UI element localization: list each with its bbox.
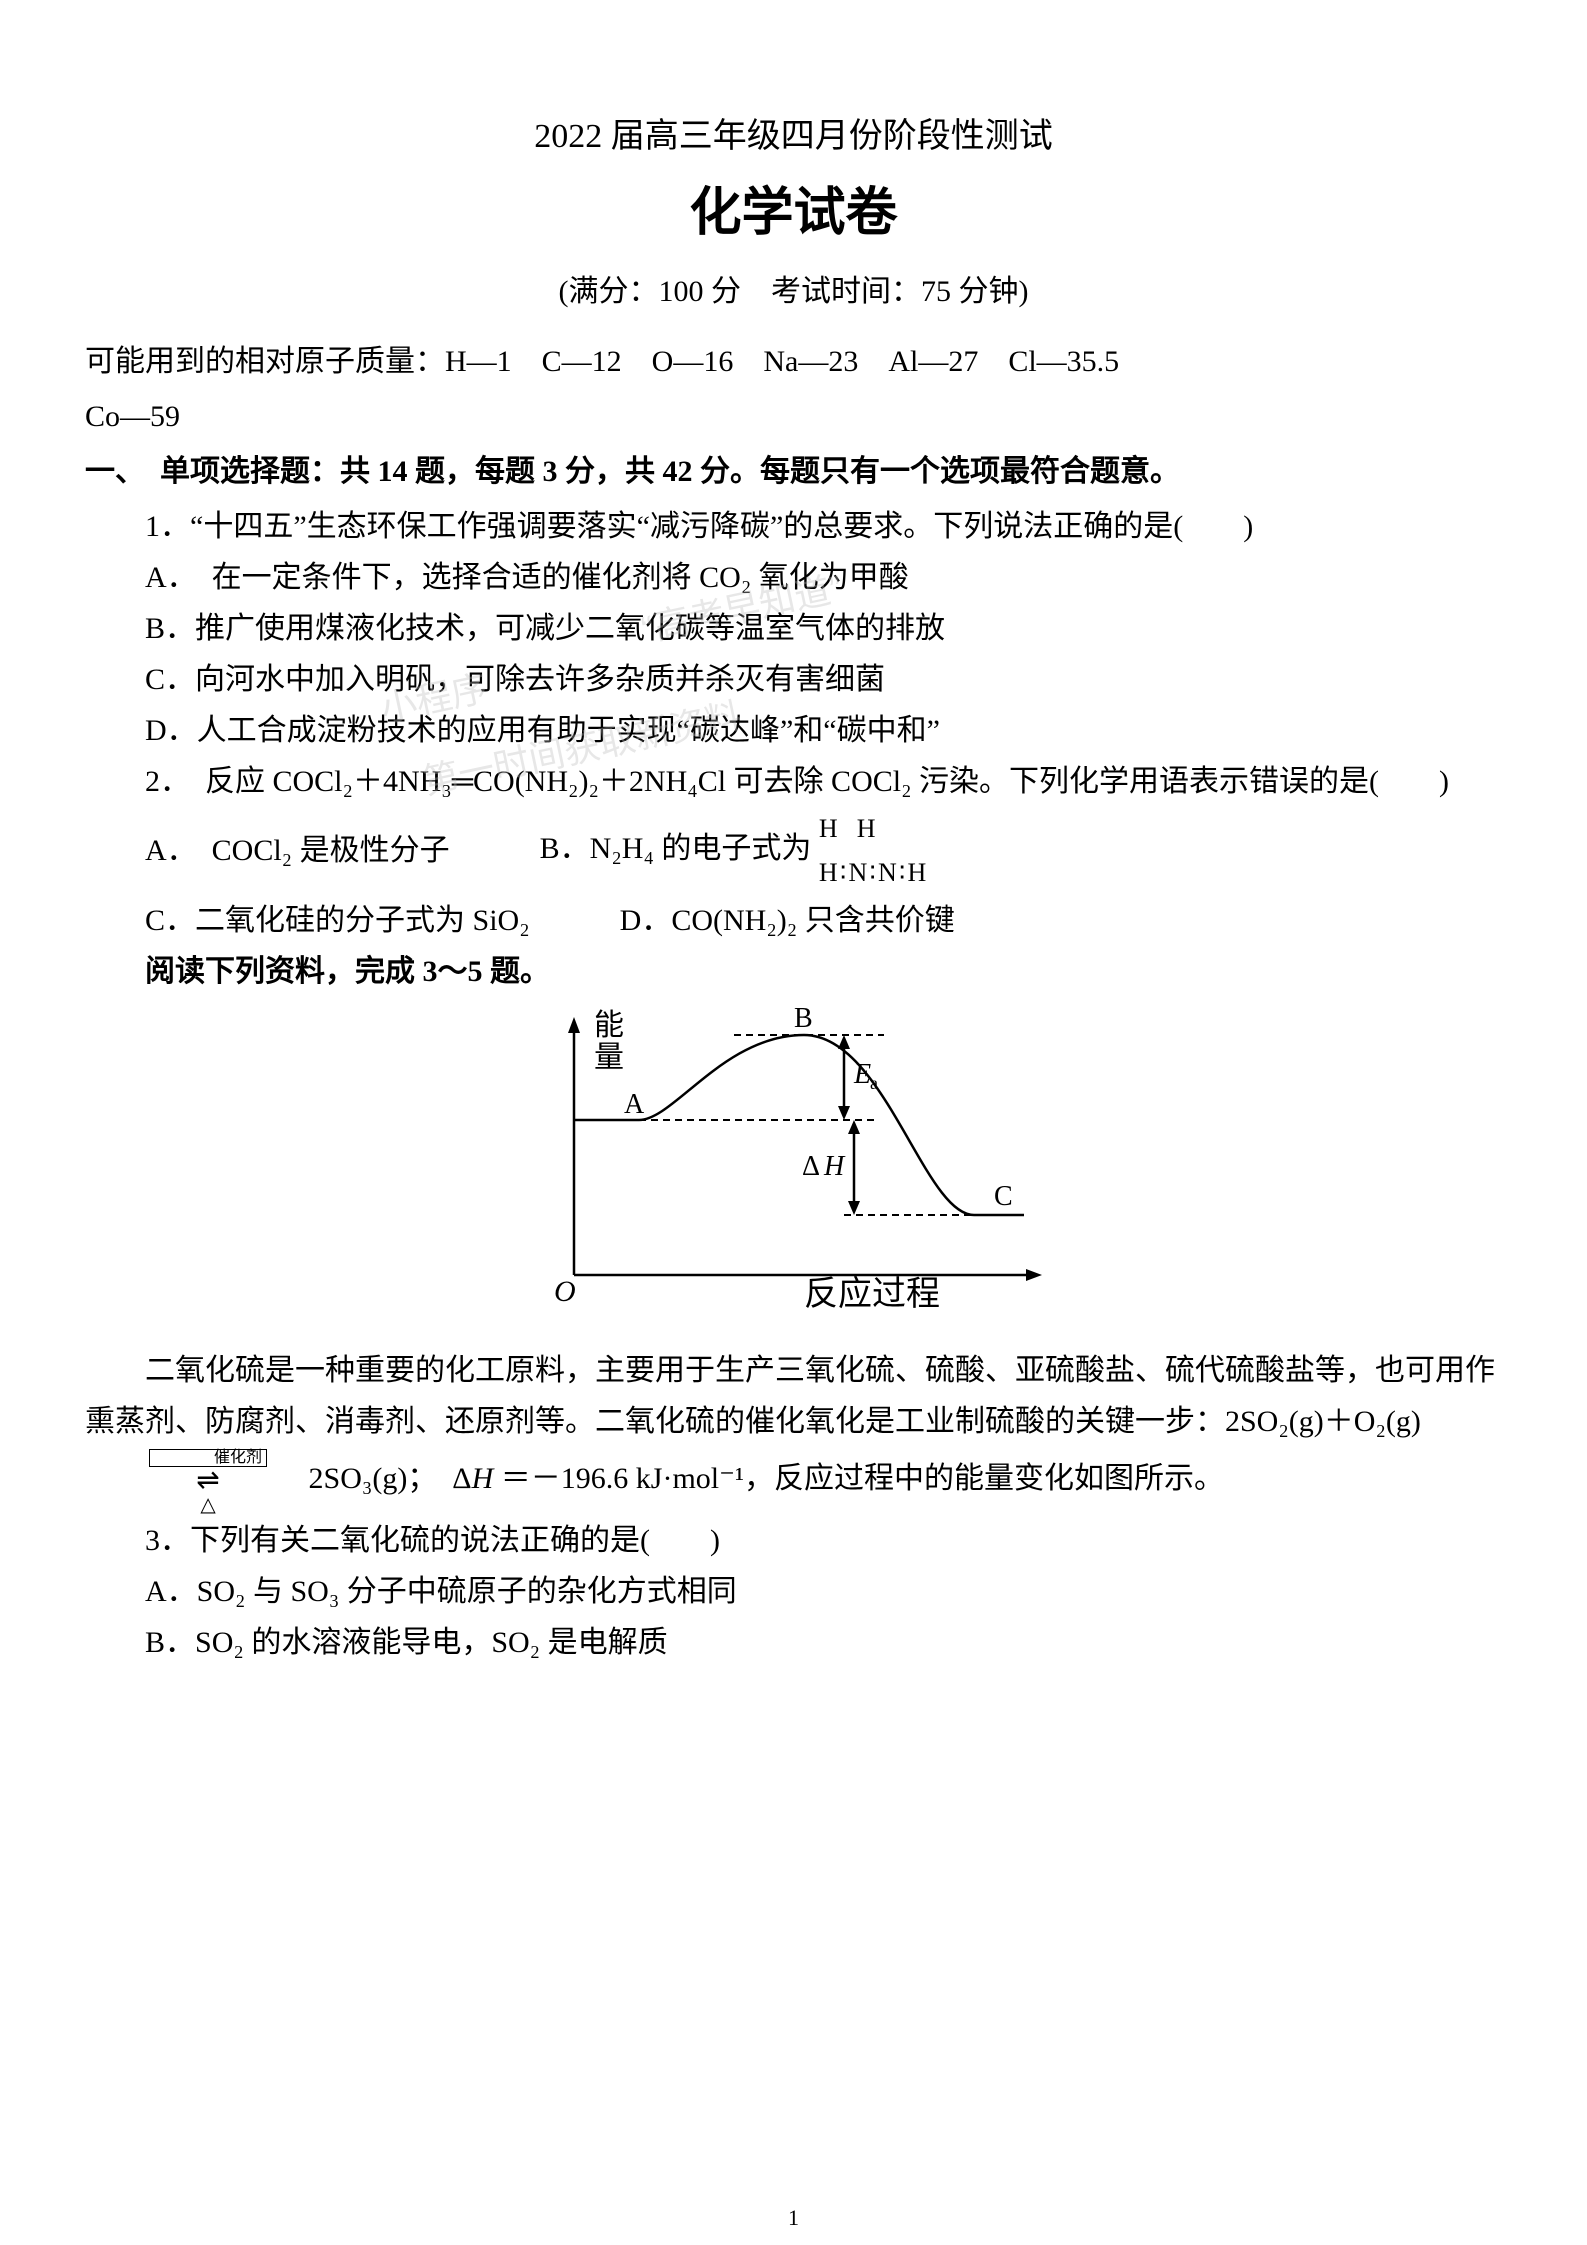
- q2-stem: 2． 反应 COCl₂＋4NH₃═CO(NH₂)₂＋2NH₄Cl 可去除 COC…: [85, 756, 1502, 807]
- q1-option-c: C．向河水中加入明矾，可除去许多杂质并杀灭有害细菌: [85, 654, 1502, 705]
- q2-row-cd: C．二氧化硅的分子式为 SiO₂ D．CO(NH₂)₂ 只含共价键: [85, 895, 1502, 946]
- energy-curve: [574, 1035, 1024, 1215]
- arrow-heat: △: [89, 1495, 267, 1515]
- reaction-arrow: 催化剂 ⇌ △: [89, 1447, 267, 1515]
- passage-p1: 二氧化硫是一种重要的化工原料，主要用于生产三氧化硫、硫酸、亚硫酸盐、硫代硫酸盐等…: [85, 1354, 1495, 1438]
- q1-option-d: D．人工合成淀粉技术的应用有助于实现“碳达峰”和“碳中和”: [85, 705, 1502, 756]
- arrow-symbol: ⇌: [89, 1467, 267, 1495]
- page-number: 1: [788, 2200, 799, 2235]
- section-1-heading: 一、 单项选择题：共 14 题，每题 3 分，共 42 分。每题只有一个选项最符…: [85, 446, 1502, 497]
- y-axis-label-2: 量: [594, 1041, 624, 1074]
- q2-option-c: C．二氧化硅的分子式为 SiO₂: [145, 895, 530, 946]
- atomic-mass-line2: Co—59: [85, 391, 1502, 442]
- exam-subtitle: (满分：100 分 考试时间：75 分钟): [85, 268, 1502, 316]
- q1-option-b: B．推广使用煤液化技术，可减少二氧化碳等温室气体的排放: [85, 603, 1502, 654]
- point-b: B: [794, 1005, 813, 1034]
- q2-option-b-text: B．N₂H₄ 的电子式为: [540, 832, 812, 865]
- passage-text: 二氧化硫是一种重要的化工原料，主要用于生产三氧化硫、硫酸、亚硫酸盐、硫代硫酸盐等…: [85, 1345, 1502, 1515]
- ea-label: E: [853, 1059, 871, 1090]
- dh-label-h: H: [823, 1151, 846, 1182]
- atomic-mass-items: H—1 C—12 O—16 Na—23 Al—27 Cl—35.5: [445, 345, 1119, 378]
- ea-sub: a: [870, 1073, 878, 1093]
- q1-option-a: A． 在一定条件下，选择合适的催化剂将 CO₂ 氧化为甲酸: [85, 552, 1502, 603]
- passage-tail: 2SO₃(g)； Δ: [279, 1462, 472, 1495]
- reading-prompt: 阅读下列资料，完成 3～5 题。: [85, 946, 1502, 997]
- x-axis-label: 反应过程: [804, 1275, 940, 1313]
- exam-title: 化学试卷: [85, 172, 1502, 255]
- point-a: A: [624, 1089, 645, 1120]
- q2-option-d: D．CO(NH₂)₂ 只含共价键: [620, 895, 955, 946]
- energy-chart-container: 能 量 O 反应过程 E a Δ H A B C: [85, 1005, 1502, 1325]
- q1-stem: 1．“十四五”生态环保工作强调要落实“减污降碳”的总要求。下列说法正确的是( ): [85, 501, 1502, 552]
- energy-diagram: 能 量 O 反应过程 E a Δ H A B C: [524, 1005, 1064, 1325]
- q2-option-a: A． COCl₂ 是极性分子: [145, 825, 450, 876]
- q3-option-b: B．SO₂ 的水溶液能导电，SO₂ 是电解质: [85, 1617, 1502, 1668]
- lewis-structure: H HH∶N∶N∶H: [819, 807, 928, 895]
- passage-tail3: ＝－196.6 kJ·mol⁻¹，反应过程中的能量变化如图所示。: [493, 1462, 1224, 1495]
- dh-label: Δ: [802, 1151, 820, 1182]
- point-c: C: [994, 1181, 1013, 1212]
- passage-tail-h: H: [472, 1462, 494, 1495]
- atomic-mass-label: 可能用到的相对原子质量：: [85, 345, 445, 378]
- q3-stem: 3．下列有关二氧化硫的说法正确的是( ): [85, 1515, 1502, 1566]
- origin-label: O: [554, 1275, 576, 1308]
- q2-row-ab: A． COCl₂ 是极性分子 B．N₂H₄ 的电子式为 H HH∶N∶N∶H: [85, 807, 1502, 895]
- atomic-mass-line: 可能用到的相对原子质量：H—1 C—12 O—16 Na—23 Al—27 Cl…: [85, 336, 1502, 387]
- q2-option-b: B．N₂H₄ 的电子式为 H HH∶N∶N∶H: [540, 807, 929, 895]
- q3-option-a: A．SO₂ 与 SO₃ 分子中硫原子的杂化方式相同: [85, 1566, 1502, 1617]
- y-axis-label-1: 能: [594, 1009, 624, 1042]
- exam-header: 2022 届高三年级四月份阶段性测试: [85, 110, 1502, 164]
